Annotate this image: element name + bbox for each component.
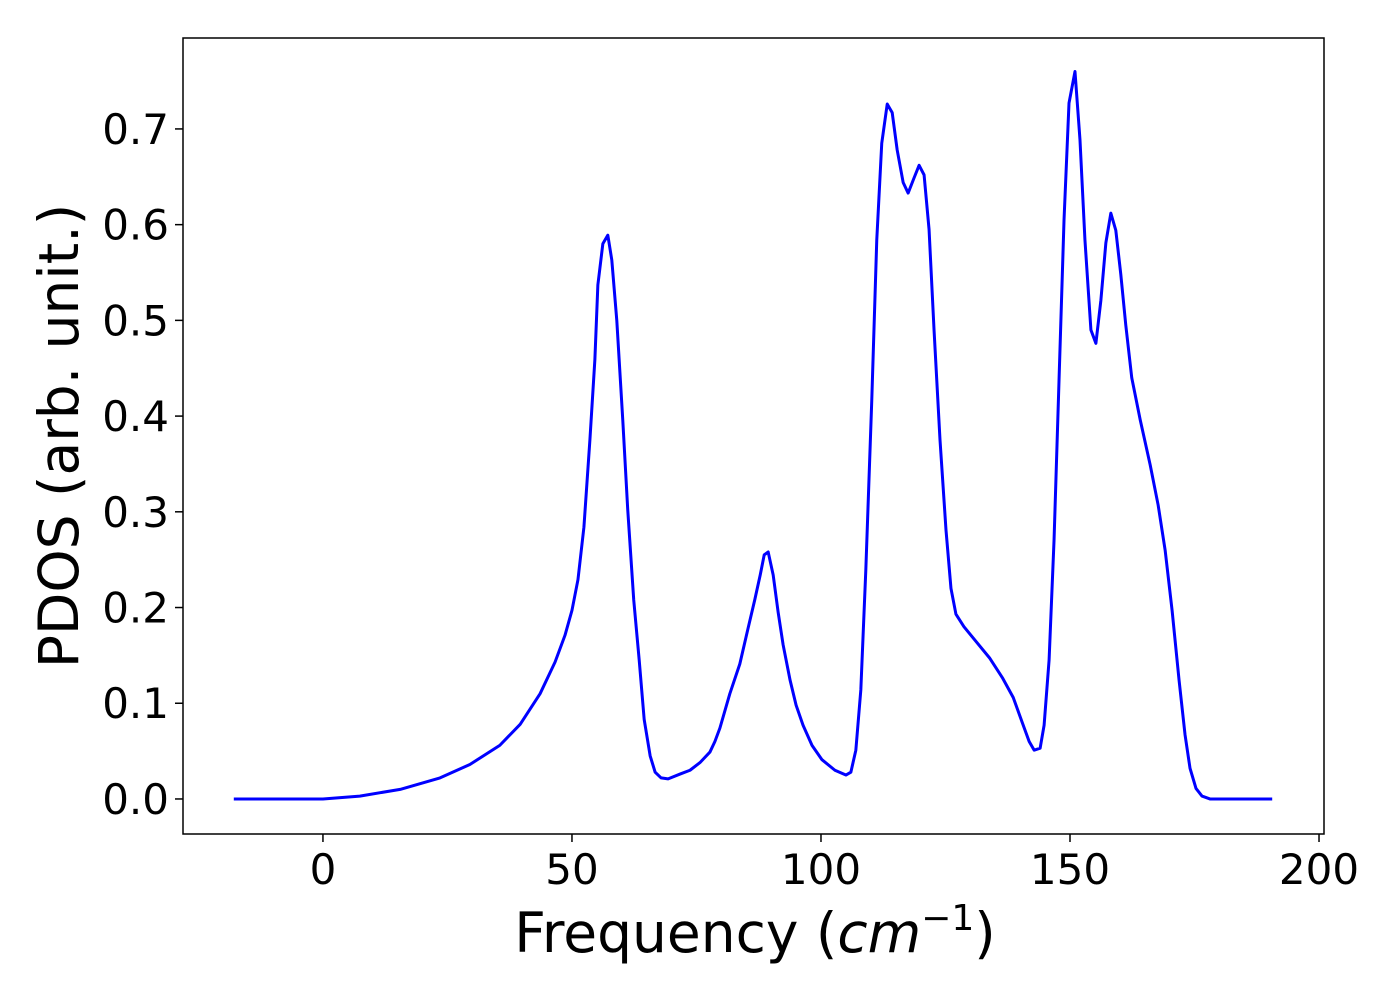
- y-tick-label: 0.2: [102, 584, 169, 633]
- x-label-part: Frequency (: [514, 901, 837, 965]
- data-line: [233, 70, 1273, 801]
- y-tick-label: 0.1: [102, 679, 169, 728]
- x-axis-label: Frequency (cm−1): [514, 898, 995, 965]
- y-tick-label: 0.0: [102, 775, 169, 824]
- x-tick-label: 0: [310, 845, 337, 894]
- x-tick-label: 150: [1030, 845, 1110, 894]
- plot-frame: [182, 37, 1325, 835]
- y-tick-label: 0.6: [102, 201, 169, 250]
- x-tick-label: 200: [1279, 845, 1359, 894]
- x-label-part: cm: [837, 901, 921, 965]
- x-tick-label: 100: [781, 845, 861, 894]
- x-label-part: −1: [921, 898, 974, 939]
- y-tick-label: 0.5: [102, 296, 169, 345]
- y-tick-label: 0.4: [102, 392, 169, 441]
- y-tick-label: 0.7: [102, 105, 169, 154]
- y-axis-label: PDOS (arb. unit.): [27, 204, 91, 668]
- x-label-part: ): [974, 901, 995, 965]
- y-tick-label: 0.3: [102, 488, 169, 537]
- x-tick-label: 50: [545, 845, 598, 894]
